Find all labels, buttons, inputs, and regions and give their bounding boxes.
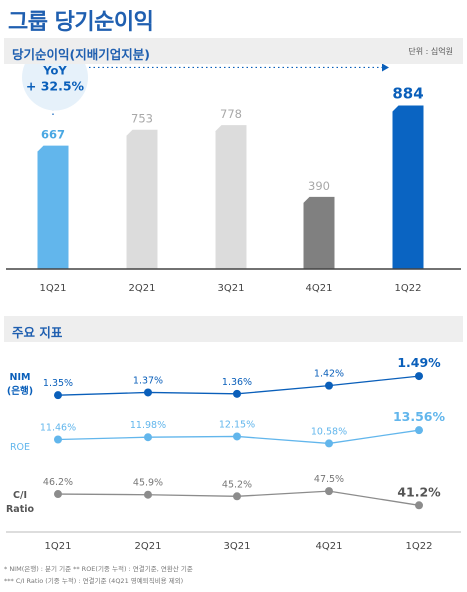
footnote-2: *** C/I Ratio (기중 누적) : 연결기준 (4Q21 영예퇴직비… (4, 577, 184, 585)
page-title: 그룹 당기순이익 (8, 10, 154, 35)
point-value-label: 11.46% (40, 423, 76, 434)
point-value-label: 1.42% (314, 369, 344, 380)
bar-value-label: 753 (131, 112, 153, 126)
series-point (325, 381, 333, 390)
series-name-label: NIM (10, 372, 31, 383)
line-chart: 1.35% 1.37% 1.36% 1.42% 1.49% NIM (은행) 11.46% 11… (6, 355, 461, 552)
point-value-label: 12.15% (219, 419, 255, 430)
series-name-label: Ratio (6, 504, 35, 515)
bar-category-label: 2Q21 (129, 283, 156, 294)
yoy-label: YoY (42, 64, 67, 77)
yoy-value: + 32.5% (26, 78, 85, 93)
series-point (415, 426, 423, 435)
point-value-label: 13.56% (393, 409, 446, 424)
bar-4Q21 (303, 196, 335, 269)
series-point (325, 439, 333, 448)
line-chart-title: 주요 지표 (12, 325, 63, 340)
series-point (144, 433, 152, 442)
point-value-label: 46.2% (43, 477, 73, 488)
line-category-label: 1Q21 (45, 541, 72, 552)
point-value-label: 45.2% (222, 479, 252, 490)
point-value-label: 47.5% (314, 474, 344, 485)
line-category-label: 4Q21 (316, 541, 343, 552)
series-name-label: C/I (13, 490, 27, 501)
bar-3Q21 (215, 125, 247, 269)
line-category-label: 1Q22 (406, 541, 433, 552)
bar-category-label: 3Q21 (218, 283, 245, 294)
bar-2Q21 (126, 129, 158, 269)
line-chart-header: 주요 지표 (4, 316, 463, 342)
line-category-label: 3Q21 (224, 541, 251, 552)
point-value-label: 1.36% (222, 377, 252, 388)
point-value-label: 1.35% (43, 378, 73, 389)
series-name-label: ROE (10, 442, 30, 453)
series-point (144, 388, 152, 397)
bar-category-label: 4Q21 (306, 283, 333, 294)
point-value-label: 11.98% (130, 420, 166, 431)
series-point (144, 490, 152, 499)
yoy-bubble (22, 64, 88, 111)
line-category-label: 2Q21 (135, 541, 162, 552)
series-point (233, 389, 241, 398)
bar-category-label: 1Q21 (40, 283, 67, 294)
bar-1Q21 (37, 145, 69, 269)
series-point (233, 492, 241, 501)
point-value-label: 1.49% (397, 355, 441, 370)
bar-value-label: 667 (41, 128, 65, 142)
bar-value-label: 778 (220, 107, 242, 121)
yoy-arrow-head (382, 64, 389, 72)
series-point (415, 372, 423, 381)
bar-chart: 667 1Q21 753 2Q21 778 3Q21 390 4Q21 884 1Q22 YoY+ … (6, 64, 461, 294)
series-point (415, 501, 423, 510)
series-name-label: (은행) (7, 385, 33, 397)
series-point (54, 490, 62, 499)
series-point (54, 391, 62, 400)
bar-1Q22 (392, 105, 424, 270)
series-point (54, 435, 62, 444)
bar-chart-header: 당기순이익(지배기업지분) 단위 : 십억원 (4, 38, 463, 64)
unit-label: 단위 : 십억원 (408, 47, 453, 56)
point-value-label: 1.37% (133, 375, 163, 386)
footnote-1: * NIM(은행) : 분기 기준 ** ROE(기중 누적) : 연결기준, … (4, 565, 193, 573)
point-value-label: 45.9% (133, 478, 163, 489)
series-point (233, 432, 241, 441)
point-value-label: 10.58% (311, 426, 347, 437)
bar-category-label: 1Q22 (395, 283, 422, 294)
series-point (325, 487, 333, 496)
bar-chart-title: 당기순이익(지배기업지분) (12, 47, 150, 62)
bar-value-label: 884 (392, 84, 423, 102)
point-value-label: 41.2% (397, 484, 441, 499)
bar-value-label: 390 (308, 179, 330, 193)
